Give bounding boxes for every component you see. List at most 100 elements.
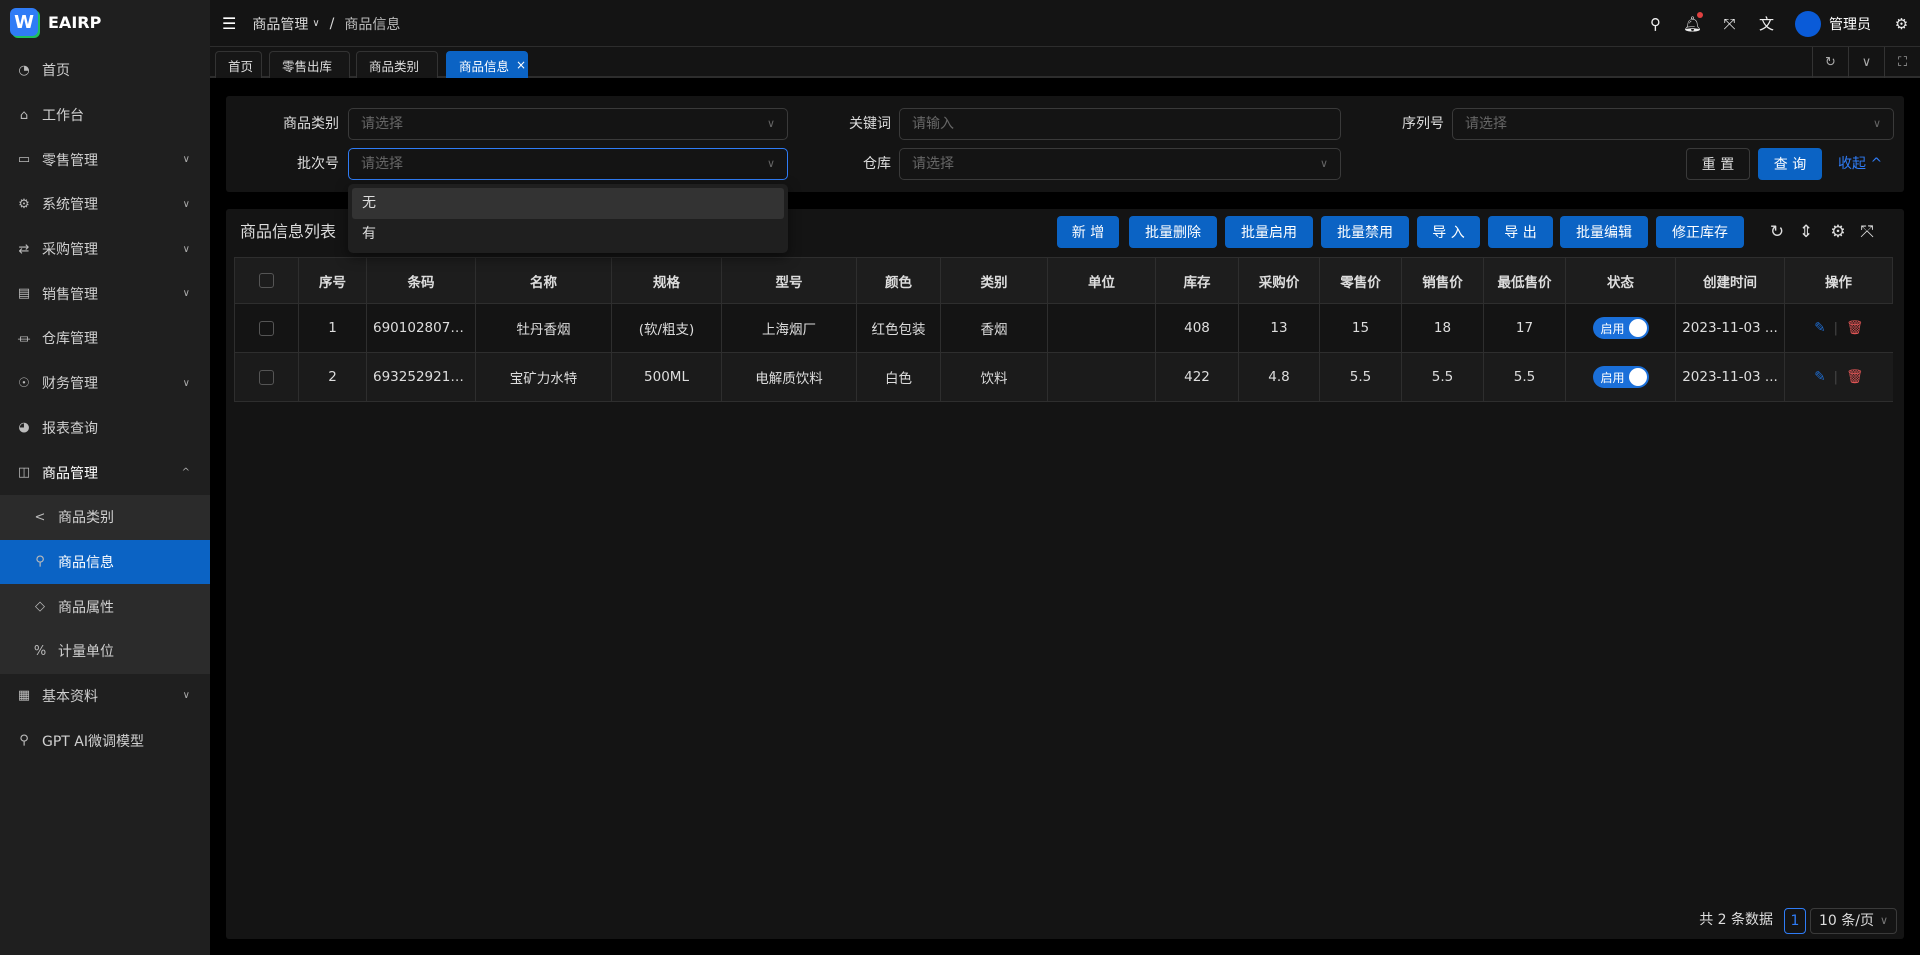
row-checkbox[interactable] (234, 303, 299, 353)
chevron-down-icon: ∨ (1872, 117, 1881, 130)
toolbar-button[interactable]: 导 出 (1488, 216, 1553, 248)
refresh-icon[interactable]: ↻ (1812, 47, 1848, 78)
toolbar-button[interactable]: 批量启用 (1225, 216, 1313, 248)
sidebar-item[interactable]: ◇ 商品属性 (0, 584, 210, 629)
chevron-down-icon: ∨ (182, 154, 190, 166)
dropdown-option[interactable]: 有 (362, 226, 376, 242)
page-1[interactable]: 1 (1784, 908, 1806, 934)
bell-icon[interactable]: 🔔︎ (1674, 11, 1711, 33)
serial-select[interactable]: 请选择 ∨ (1452, 108, 1894, 140)
category-select[interactable]: 请选择 ∨ (348, 108, 788, 140)
pagination-total: 共 2 条数据 (1699, 912, 1773, 928)
sidebar-item[interactable]: ▦ 基本资料 ∨ (0, 674, 210, 719)
status-toggle[interactable]: 启用 (1592, 366, 1649, 388)
status-cell: 启用 (1565, 303, 1676, 353)
batch-select[interactable]: 请选择 ∨ (348, 148, 788, 180)
toolbar-button[interactable]: 批量删除 (1129, 216, 1217, 248)
notification-dot (1697, 11, 1703, 18)
tab-retail-out[interactable]: 零售出库 (269, 51, 350, 78)
sidebar-item[interactable]: % 计量单位 (0, 629, 210, 674)
fullscreen-icon[interactable]: ⤧ (1723, 14, 1736, 33)
breadcrumb-separator: / (329, 15, 335, 32)
settings-icon[interactable]: ⚙ (1894, 14, 1909, 33)
sidebar-item[interactable]: ▭ 零售管理 ∨ (0, 137, 210, 182)
sidebar-item-label: 商品管理 (42, 465, 98, 482)
breadcrumb-item[interactable]: 商品管理 (252, 16, 309, 33)
settings-icon[interactable]: ⚙ (1830, 222, 1846, 242)
select-all-checkbox[interactable] (234, 257, 299, 304)
delete-icon[interactable]: 🗑︎ (1846, 320, 1864, 336)
sidebar-item[interactable]: ◫ 商品管理 ^ (0, 450, 210, 495)
column-header: 创建时间 (1675, 257, 1785, 304)
reset-button[interactable]: 重 置 (1686, 148, 1750, 180)
toolbar-button[interactable]: 新 增 (1057, 216, 1119, 248)
refresh-icon[interactable]: ↻ (1769, 222, 1785, 242)
translate-icon[interactable]: 文 (1758, 15, 1774, 33)
table-cell: 4.8 (1238, 352, 1320, 402)
status-toggle[interactable]: 启用 (1592, 317, 1649, 339)
toolbar-button[interactable]: 批量编辑 (1560, 216, 1648, 248)
logo: W EAIRP (10, 8, 101, 36)
chevron-down-icon: ∨ (1879, 914, 1888, 927)
shopping-bag-icon: ◫ (17, 465, 31, 481)
column-header: 最低售价 (1483, 257, 1566, 304)
username[interactable]: 管理员 (1829, 16, 1871, 33)
toolbar-button[interactable]: 修正库存 (1656, 216, 1744, 248)
dropdown-option[interactable]: 无 (352, 188, 784, 219)
list-title: 商品信息列表 (240, 222, 337, 241)
column-header: 零售价 (1319, 257, 1402, 304)
table-cell: 1 (298, 303, 367, 353)
tab-product-info[interactable]: 商品信息 × (446, 51, 528, 78)
column-height-icon[interactable]: ⇕ (1798, 222, 1814, 242)
search-icon[interactable]: ⚲ (1650, 14, 1661, 33)
table-cell (1047, 352, 1156, 402)
sidebar-item[interactable]: ⚙ 系统管理 ∨ (0, 182, 210, 227)
sidebar-item[interactable]: ◔ 首页 (0, 48, 210, 93)
collapse-link[interactable]: 收起 ^ (1838, 148, 1882, 180)
keyword-label: 关键词 (849, 116, 891, 132)
column-header: 采购价 (1238, 257, 1320, 304)
close-icon[interactable]: × (516, 58, 527, 72)
edit-icon[interactable]: ✎ (1814, 369, 1826, 385)
gear-icon: ⚙ (18, 196, 30, 212)
edit-icon[interactable]: ✎ (1814, 320, 1826, 336)
actions-cell: ✎ | 🗑︎ (1784, 303, 1893, 353)
sidebar-item[interactable]: ⚲ 商品信息 (0, 539, 210, 585)
table-cell (1047, 303, 1156, 353)
actions-cell: ✎ | 🗑︎ (1784, 352, 1893, 402)
sidebar-item[interactable]: ▤ 销售管理 ∨ (0, 271, 210, 316)
warehouse-select[interactable]: 请选择 ∨ (899, 148, 1341, 180)
column-header: 名称 (475, 257, 612, 304)
query-button[interactable]: 查 询 (1758, 148, 1822, 180)
header: ☰ 商品管理 ∨ / 商品信息 ⚲ 🔔︎ ⤧ 文 管理员 ⚙ (210, 0, 1920, 47)
sidebar-item[interactable]: ◕ 报表查询 (0, 406, 210, 451)
tab-category[interactable]: 商品类别 (356, 51, 438, 78)
chevron-down-icon[interactable]: ∨ (1848, 47, 1884, 78)
column-header: 条码 (366, 257, 476, 304)
fullscreen-icon[interactable]: ⤧ (1860, 222, 1874, 242)
sidebar-item[interactable]: ⇄ 采购管理 ∨ (0, 227, 210, 272)
folder-icon: ▭ (17, 152, 31, 168)
chevron-down-icon: ∨ (182, 377, 190, 389)
percent-icon: % (33, 643, 47, 659)
table-cell: 6901028075... (366, 303, 476, 353)
placeholder: 请选择 (361, 156, 403, 172)
sidebar-item[interactable]: ☉ 财务管理 ∨ (0, 361, 210, 406)
delete-icon[interactable]: 🗑︎ (1846, 369, 1864, 385)
tab-home[interactable]: 首页 (215, 51, 262, 78)
page-size-select[interactable]: 10 条/页 ∨ (1810, 908, 1897, 934)
avatar[interactable] (1795, 10, 1821, 37)
sidebar-item[interactable]: < 商品类别 (0, 495, 210, 540)
dashboard-icon: ◔ (18, 62, 30, 78)
toolbar-button[interactable]: 批量禁用 (1321, 216, 1409, 248)
sidebar-item-label: 计量单位 (58, 644, 114, 661)
toolbar-button[interactable]: 导 入 (1417, 216, 1480, 248)
sidebar-item[interactable]: ⏛ 仓库管理 (0, 316, 210, 361)
column-header: 型号 (721, 257, 857, 304)
menu-fold-icon[interactable]: ☰ (222, 14, 237, 33)
keyword-input[interactable]: 请输入 (899, 108, 1341, 140)
sidebar-item[interactable]: ⌂ 工作台 (0, 93, 210, 138)
sidebar-item[interactable]: ⚲ GPT AI微调模型 (0, 718, 210, 763)
row-checkbox[interactable] (234, 352, 299, 402)
maximize-icon[interactable]: ⛶ (1884, 47, 1920, 78)
